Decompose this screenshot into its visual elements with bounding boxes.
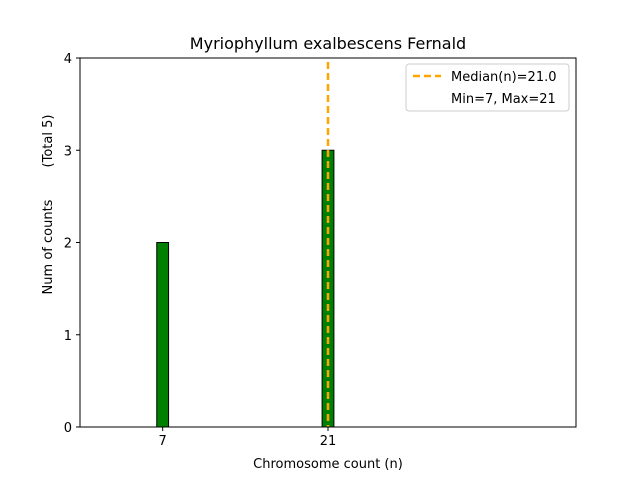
bar-n-7 bbox=[156, 242, 170, 428]
y-tick-label: 0 bbox=[64, 421, 72, 436]
legend-minmax-label: Min=7, Max=21 bbox=[451, 92, 556, 107]
y-tick-label: 4 bbox=[64, 52, 72, 67]
y-tick-label: 2 bbox=[64, 237, 72, 252]
y-axis-label: Num of counts bbox=[41, 199, 56, 294]
legend-box bbox=[405, 63, 570, 112]
chart-title: Myriophyllum exalbescens Fernald bbox=[190, 34, 466, 53]
y-axis-total-note: (Total 5) bbox=[41, 115, 56, 168]
x-axis-label: Chromosome count (n) bbox=[253, 457, 403, 472]
x-tick-label: 7 bbox=[159, 434, 167, 449]
x-tick-label: 21 bbox=[320, 434, 337, 449]
y-axis: 0 1 2 3 4 bbox=[64, 52, 80, 436]
y-tick-label: 3 bbox=[64, 144, 72, 159]
x-axis: 7 21 bbox=[159, 427, 337, 449]
legend-median-label: Median(n)=21.0 bbox=[451, 70, 557, 85]
legend: Median(n)=21.0 Min=7, Max=21 bbox=[405, 63, 570, 112]
y-tick-label: 1 bbox=[64, 329, 72, 344]
